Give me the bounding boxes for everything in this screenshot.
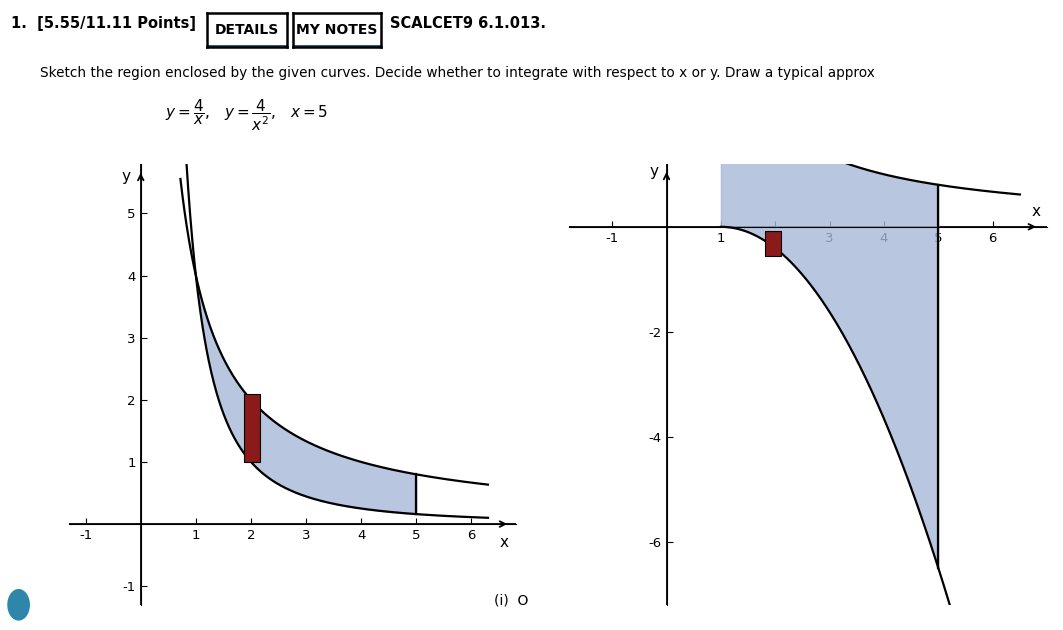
- Text: y: y: [122, 169, 131, 184]
- Text: y: y: [649, 164, 658, 179]
- Text: Sketch the region enclosed by the given curves. Decide whether to integrate with: Sketch the region enclosed by the given …: [40, 66, 875, 80]
- Bar: [244, 394, 259, 462]
- Bar: [765, 231, 780, 256]
- Text: 1.  [5.55/11.11 Points]: 1. [5.55/11.11 Points]: [11, 16, 196, 31]
- Text: x: x: [500, 536, 509, 550]
- Text: $y = \dfrac{4}{x}$,   $y = \dfrac{4}{x^2}$,   $x = 5$: $y = \dfrac{4}{x}$, $y = \dfrac{4}{x^2}$…: [165, 98, 328, 133]
- Text: x: x: [1032, 204, 1041, 219]
- Text: SCALCET9 6.1.013.: SCALCET9 6.1.013.: [390, 16, 546, 31]
- Circle shape: [9, 590, 30, 620]
- Text: MY NOTES: MY NOTES: [297, 23, 377, 37]
- Text: DETAILS: DETAILS: [215, 23, 280, 37]
- Text: (i)  O: (i) O: [494, 594, 528, 608]
